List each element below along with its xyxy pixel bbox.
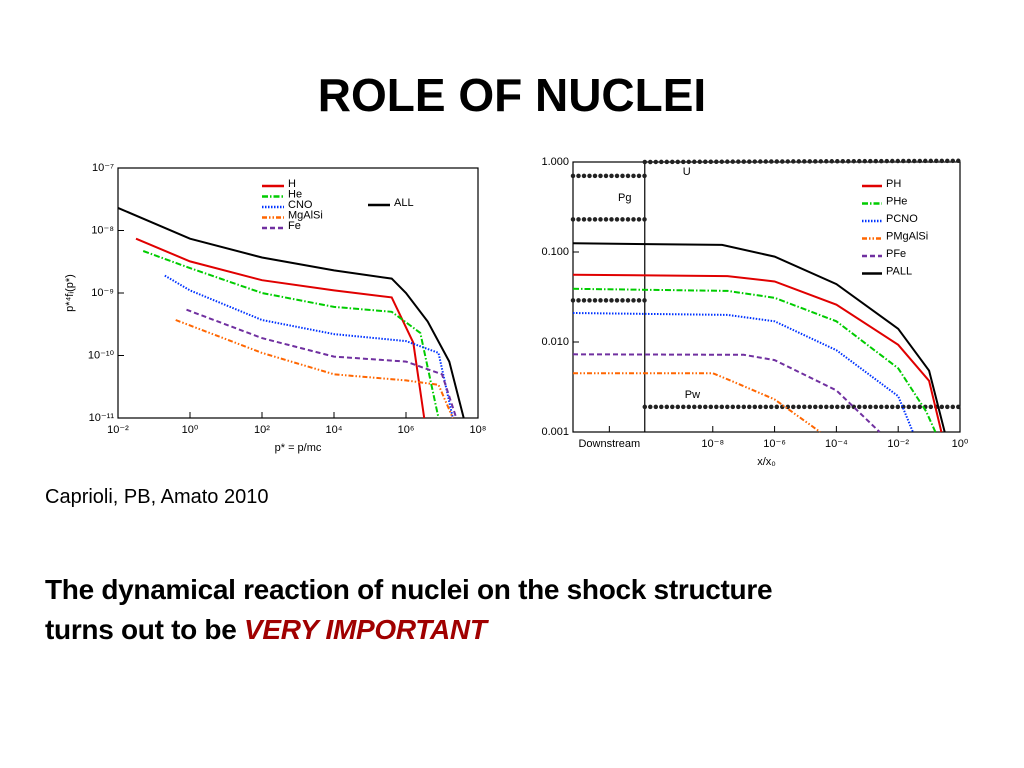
series-line [572,273,943,433]
x-tick-label: 10⁴ [326,424,343,436]
legend-label: PH [886,178,901,190]
slide-title: ROLE OF NUCLEI [317,69,707,121]
y-tick-label: 1.000 [541,156,569,168]
x-tick-label: 10⁰ [952,438,969,450]
series-line [175,319,454,419]
x-tick-label: 10⁰ [182,424,199,436]
y-tick-label: 10⁻⁷ [92,162,114,174]
x-tick-label: 10⁸ [470,424,487,436]
annotation: U [683,166,691,178]
y-axis-label: p*⁴fᵢ(p*) [64,274,76,312]
x-tick-label: 10⁻⁴ [825,438,848,450]
series-line [572,242,946,433]
body-text: The dynamical reaction of nuclei on the … [45,570,773,650]
legend-label: ALL [394,197,414,209]
legend-label: MgAlSi [288,209,323,221]
y-tick-label: 0.010 [541,336,569,348]
y-tick-label: 0.001 [541,426,569,438]
legend-label: H [288,178,296,190]
legend-label: CNO [288,199,313,211]
legend-label: Fe [288,220,301,232]
x-tick-label: Downstream [578,438,640,450]
x-tick-label: 10⁶ [398,424,415,436]
citation: Caprioli, PB, Amato 2010 [45,486,269,508]
legend-label: PALL [886,265,912,277]
annotation: Pw [685,389,700,401]
y-tick-label: 10⁻⁹ [91,287,114,299]
series-line [572,353,881,433]
marker-series [642,158,963,165]
series-line [164,274,454,419]
legend-label: He [288,188,302,200]
series-line [186,308,458,419]
body-line: turns out to be VERY IMPORTANT [45,610,772,650]
x-tick-label: 10² [254,424,270,436]
x-axis-label: p* = p/mc [275,442,322,454]
x-tick-label: 10⁻⁸ [701,438,724,450]
legend-label: PHe [886,195,907,207]
series-line [142,250,440,419]
body-line: turns out to be [45,614,237,645]
x-axis-label: x/x₀ [757,456,776,468]
series-line [117,206,465,419]
charts: 10⁻² 10⁰ 10² 10⁴ 10⁶ 10⁸ 10⁻¹¹ 10⁻¹⁰ 10⁻⁹ 10⁻⁸ 10⁻… [64,156,969,468]
legend-label: PMgAlSi [886,230,928,242]
legend-label: PFe [886,248,906,260]
legend-label: PCNO [886,213,918,225]
x-tick-label: 10⁻⁶ [763,438,786,450]
y-tick-label: 10⁻⁸ [91,224,114,236]
y-tick-label: 10⁻¹¹ [89,412,115,424]
x-tick-label: 10⁻² [107,424,129,436]
emphasis: VERY IMPORTANT [243,614,487,645]
series-line [573,372,821,433]
x-tick-label: 10⁻² [887,438,909,450]
y-tick-label: 10⁻¹⁰ [88,349,115,361]
series-line [135,237,426,419]
body-line: The dynamical reaction of nuclei on the … [45,574,773,605]
series-line [572,287,937,433]
annotation: Pg [618,192,631,204]
y-tick-label: 0.100 [541,246,569,258]
